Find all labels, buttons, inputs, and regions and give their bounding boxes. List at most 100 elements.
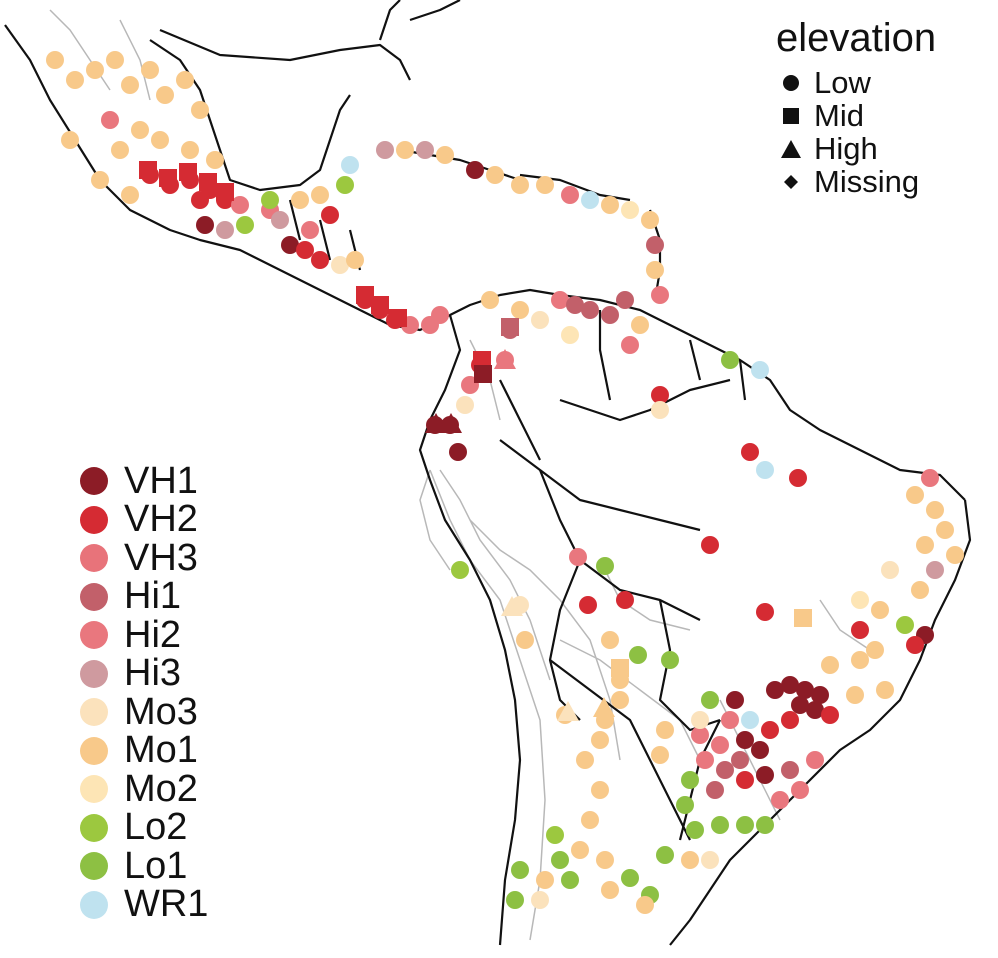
point-low	[176, 71, 194, 89]
point-mid	[473, 351, 491, 369]
cluster-swatch	[80, 467, 108, 496]
point-high	[501, 596, 523, 616]
point-low	[811, 686, 829, 704]
point-low	[771, 791, 789, 809]
cluster-swatch	[80, 505, 108, 534]
point-low	[721, 351, 739, 369]
point-low	[921, 469, 939, 487]
point-low	[656, 846, 674, 864]
point-low	[711, 736, 729, 754]
elevation-legend-mid: Mid	[776, 98, 986, 133]
point-low	[789, 469, 807, 487]
cluster-swatch	[80, 736, 108, 765]
cluster-legend-item: VH2	[80, 498, 300, 540]
point-low	[806, 751, 824, 769]
point-low	[511, 176, 529, 194]
point-low	[121, 186, 139, 204]
point-low	[751, 741, 769, 759]
point-low	[579, 596, 597, 614]
point-low	[926, 561, 944, 579]
square-icon	[776, 106, 806, 126]
cluster-legend-item: Mo2	[80, 768, 300, 810]
point-low	[621, 201, 639, 219]
point-low	[131, 121, 149, 139]
point-high	[494, 349, 516, 369]
point-low	[651, 401, 669, 419]
cluster-legend-item: Lo2	[80, 806, 300, 848]
cluster-legend-label: VH3	[124, 536, 198, 579]
point-low	[676, 796, 694, 814]
point-low	[716, 761, 734, 779]
point-low	[821, 656, 839, 674]
elevation-legend-label: Missing	[814, 163, 920, 199]
point-mid	[199, 173, 217, 191]
point-mid	[179, 163, 197, 181]
point-low	[621, 869, 639, 887]
point-low	[321, 206, 339, 224]
point-low	[906, 636, 924, 654]
point-low	[611, 691, 629, 709]
point-low	[906, 486, 924, 504]
point-low	[881, 561, 899, 579]
point-low	[91, 171, 109, 189]
point-low	[151, 131, 169, 149]
point-low	[416, 141, 434, 159]
point-low	[581, 191, 599, 209]
point-high	[557, 701, 579, 721]
point-low	[111, 141, 129, 159]
point-low	[751, 361, 769, 379]
cluster-swatch	[80, 582, 108, 611]
cluster-legend-item: Mo3	[80, 690, 300, 733]
point-low	[341, 156, 359, 174]
point-low	[851, 591, 869, 609]
point-low	[436, 146, 454, 164]
point-low	[731, 751, 749, 769]
point-low	[301, 221, 319, 239]
point-low	[206, 151, 224, 169]
cluster-legend-item: VH3	[80, 536, 300, 579]
point-mid	[371, 296, 389, 314]
point-low	[871, 601, 889, 619]
point-low	[331, 256, 349, 274]
elevation-legend-missing: Missing	[776, 163, 986, 199]
point-low	[261, 191, 279, 209]
cluster-legend-item: VH1	[80, 460, 300, 502]
point-low	[566, 296, 584, 314]
point-low	[346, 251, 364, 269]
point-low	[721, 711, 739, 729]
point-low	[596, 557, 614, 575]
point-low	[569, 548, 587, 566]
point-low	[631, 316, 649, 334]
cluster-legend-label: Hi2	[124, 613, 182, 656]
point-low	[516, 631, 534, 649]
cluster-swatch	[80, 621, 108, 650]
point-low	[736, 731, 754, 749]
point-low	[791, 696, 809, 714]
cluster-legend-label: Mo3	[124, 690, 198, 733]
point-low	[781, 676, 799, 694]
point-low	[701, 691, 719, 709]
point-low	[481, 291, 499, 309]
point-low	[846, 686, 864, 704]
point-low	[296, 241, 314, 259]
point-low	[581, 811, 599, 829]
cluster-legend-label: Hi1	[124, 575, 182, 618]
point-low	[876, 681, 894, 699]
point-low	[141, 61, 159, 79]
point-low	[851, 621, 869, 639]
point-low	[191, 191, 209, 209]
point-low	[601, 631, 619, 649]
point-mid	[611, 659, 629, 677]
cluster-legend-label: WR1	[124, 883, 209, 926]
point-low	[456, 396, 474, 414]
point-mid	[389, 309, 407, 327]
point-low	[781, 711, 799, 729]
point-low	[661, 651, 679, 669]
cluster-swatch	[80, 659, 108, 688]
point-low	[926, 501, 944, 519]
point-low	[561, 326, 579, 344]
point-low	[741, 711, 759, 729]
cluster-swatch	[80, 544, 108, 573]
point-low	[621, 336, 639, 354]
elevation-legend: elevation Low Mid High Missing	[776, 14, 986, 199]
